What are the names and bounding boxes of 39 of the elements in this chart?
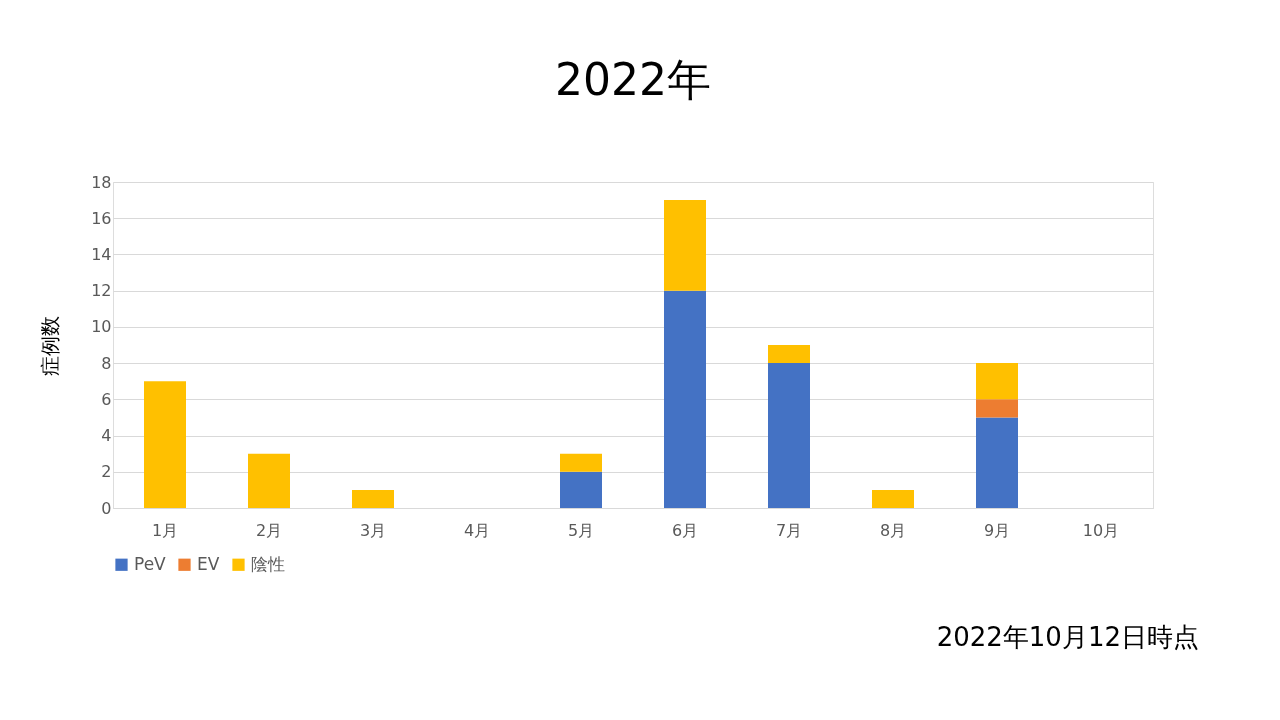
x-tick-label: 8月 <box>879 520 907 540</box>
y-tick-label: 10 <box>91 317 112 337</box>
x-tick-label: 2月 <box>255 520 283 540</box>
y-tick-label: 4 <box>101 426 112 446</box>
y-tick-label: 14 <box>91 244 112 264</box>
text: 2022年10月12日時点 <box>936 622 1199 652</box>
bar <box>664 290 706 508</box>
chart-title: 2022年 <box>555 54 711 105</box>
legend-label: PeV <box>134 553 167 574</box>
bar <box>768 363 810 508</box>
legend-label: 陰性 <box>251 553 285 574</box>
bar <box>976 417 1018 508</box>
bar <box>976 363 1018 400</box>
bar <box>768 345 810 364</box>
x-tick-label: 7月 <box>775 520 803 540</box>
bar <box>664 200 706 291</box>
bar <box>560 471 602 508</box>
bar <box>144 381 186 508</box>
y-tick-label: 18 <box>91 172 112 192</box>
x-tick-label: 9月 <box>983 520 1011 540</box>
x-tick-label: 10月 <box>1082 520 1120 540</box>
y-axis-title: 症例数 <box>38 315 63 376</box>
x-tick-label: 5月 <box>567 520 595 540</box>
bar <box>560 453 602 472</box>
y-tick-label: 8 <box>101 353 112 373</box>
bar <box>352 489 394 508</box>
x-tick-label: 4月 <box>463 520 491 540</box>
x-tick-label: 1月 <box>151 520 179 540</box>
bar <box>872 489 914 508</box>
legend-label: EV <box>197 553 220 574</box>
y-tick-label: 16 <box>91 208 112 228</box>
bar <box>248 453 290 508</box>
bar <box>976 399 1018 418</box>
y-tick-label: 6 <box>101 389 112 409</box>
y-tick-label: 2 <box>101 462 112 482</box>
x-tick-label: 3月 <box>359 520 387 540</box>
y-tick-label: 12 <box>91 281 112 301</box>
x-tick-label: 6月 <box>671 520 699 540</box>
y-tick-label: 0 <box>101 498 112 518</box>
